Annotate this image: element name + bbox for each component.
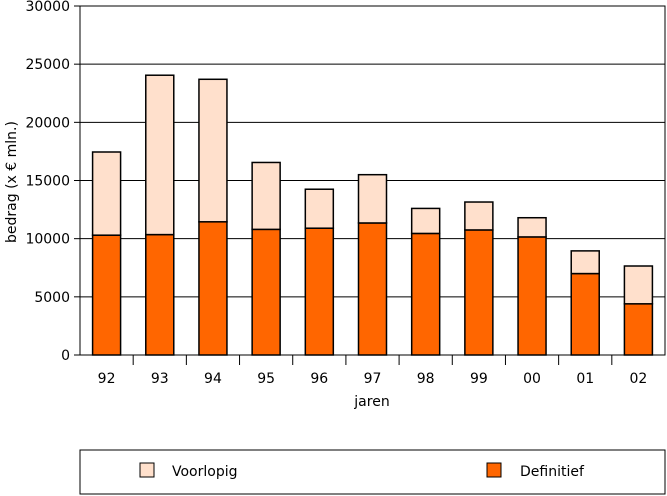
bar-voorlopig-95 <box>251 161 281 231</box>
bar-voorlopig-98 <box>410 207 441 235</box>
x-tick-label: 97 <box>364 371 382 387</box>
x-tick-label: 96 <box>310 371 328 387</box>
y-axis-ticks: 0 5000 10000 15000 20000 25000 30000 <box>25 0 80 364</box>
bar-definitief-99 <box>464 229 494 356</box>
legend-label-voorlopig: Voorlopig <box>172 464 238 480</box>
x-axis-ticks: 92 93 94 95 96 97 98 99 00 01 02 <box>98 355 647 387</box>
x-tick-label: 98 <box>417 371 435 387</box>
bar-voorlopig-01 <box>570 250 600 275</box>
bar-definitief-92 <box>91 234 122 356</box>
legend: Voorlopig Definitief <box>79 449 666 495</box>
bar-voorlopig-93 <box>145 74 175 236</box>
x-tick-label: 93 <box>151 371 169 387</box>
x-tick-label: 00 <box>523 371 541 387</box>
y-tick-label: 5000 <box>34 290 70 306</box>
bar-definitief-98 <box>410 232 441 356</box>
y-tick-label: 0 <box>61 348 70 364</box>
x-tick-label: 99 <box>470 371 488 387</box>
x-tick-label: 94 <box>204 371 222 387</box>
bar-voorlopig-97 <box>357 173 388 224</box>
bar-voorlopig-96 <box>304 188 335 229</box>
bar-voorlopig-00 <box>517 216 547 238</box>
x-tick-label: 02 <box>629 371 647 387</box>
legend-swatch-voorlopig <box>139 462 155 478</box>
y-tick-label: 30000 <box>25 0 70 15</box>
bar-definitief-00 <box>517 236 547 356</box>
y-tick-label: 25000 <box>25 57 70 73</box>
bar-definitief-02 <box>623 303 654 356</box>
x-axis-title: jaren <box>353 394 389 410</box>
bar-voorlopig-94 <box>198 78 228 223</box>
x-tick-label: 95 <box>257 371 275 387</box>
bar-definitief-93 <box>145 233 175 356</box>
bar-voorlopig-92 <box>91 151 122 236</box>
x-tick-label: 01 <box>576 371 594 387</box>
y-tick-label: 15000 <box>25 174 70 190</box>
bar-voorlopig-02 <box>623 265 654 305</box>
legend-box <box>79 449 666 495</box>
bar-voorlopig-99 <box>464 201 494 231</box>
x-tick-label: 92 <box>98 371 116 387</box>
bar-definitief-97 <box>357 222 388 356</box>
y-tick-label: 20000 <box>25 115 70 131</box>
legend-label-definitief: Definitief <box>520 464 585 480</box>
bars <box>91 74 654 356</box>
bar-definitief-96 <box>304 227 335 356</box>
y-axis-title: bedrag (x € mln.) <box>4 121 20 243</box>
bar-definitief-95 <box>251 228 281 356</box>
legend-swatch-definitief <box>486 462 502 478</box>
bar-definitief-01 <box>570 272 600 356</box>
y-tick-label: 10000 <box>25 232 70 248</box>
bar-definitief-94 <box>198 221 228 356</box>
